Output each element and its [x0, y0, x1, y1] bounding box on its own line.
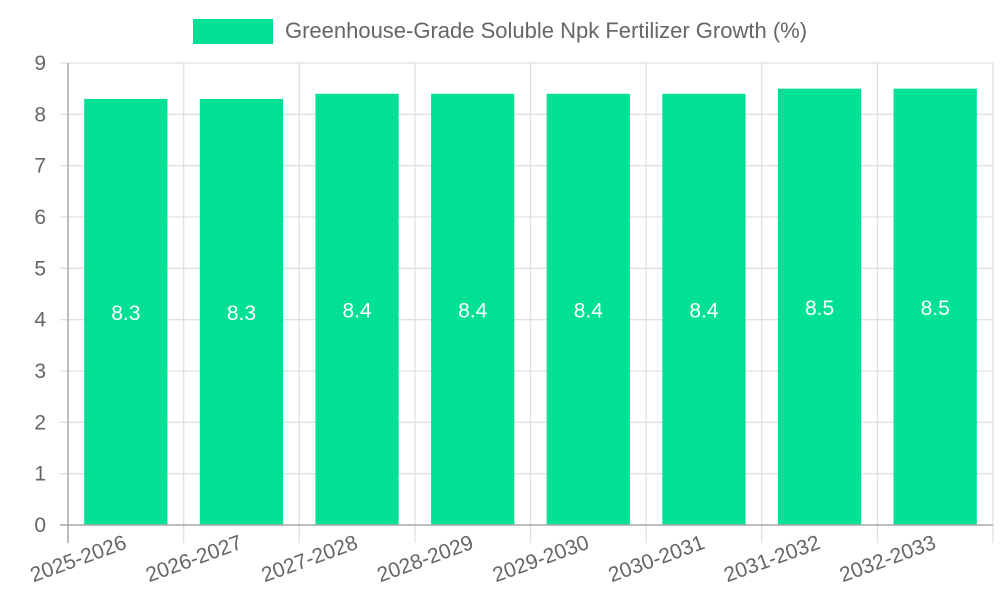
bar[interactable] [662, 93, 746, 526]
x-axis-ticks: 2025-2026 2026-2027 2027-2028 2028-2029 2029… [27, 531, 939, 587]
axes [60, 63, 993, 543]
y-tick-label: 9 [34, 52, 46, 75]
chart-legend[interactable]: Greenhouse-Grade Soluble Npk Fertilizer … [0, 18, 1000, 44]
bar-value-label: 8.5 [921, 297, 950, 320]
y-tick-label: 2 [34, 411, 46, 434]
x-tick-label: 2027-2028 [259, 531, 361, 587]
y-tick-label: 6 [34, 206, 46, 229]
x-tick-label: 2032-2033 [837, 531, 939, 587]
x-tick-label: 2026-2027 [143, 531, 245, 587]
bar[interactable] [893, 88, 977, 526]
bar-value-label: 8.4 [689, 299, 719, 322]
x-tick-label: 2028-2029 [374, 531, 476, 587]
y-tick-label: 1 [34, 463, 46, 486]
bar-value-label: 8.3 [111, 302, 140, 325]
bars: 8.3 8.3 8.4 8.4 8.4 8.4 8.5 8.5 [84, 88, 977, 526]
y-tick-label: 3 [34, 360, 46, 383]
y-tick-label: 5 [34, 257, 46, 280]
bar-value-label: 8.4 [342, 299, 372, 322]
bar[interactable] [777, 88, 862, 526]
bar-value-label: 8.4 [574, 299, 604, 322]
bar[interactable] [199, 98, 284, 525]
bar[interactable] [84, 98, 168, 525]
y-tick-label: 8 [34, 103, 46, 126]
y-tick-label: 4 [34, 309, 46, 332]
bar[interactable] [431, 93, 515, 526]
bar-value-label: 8.5 [805, 297, 834, 320]
legend-swatch [192, 18, 273, 44]
y-axis-ticks: 0 1 2 3 4 5 6 7 8 9 [34, 52, 46, 537]
bar-value-label: 8.4 [458, 299, 488, 322]
x-tick-label: 2025-2026 [27, 531, 129, 587]
y-tick-label: 0 [34, 514, 46, 537]
bar[interactable] [315, 93, 399, 526]
x-tick-label: 2030-2031 [605, 531, 707, 587]
bar-value-label: 8.3 [227, 302, 256, 325]
legend-label: Greenhouse-Grade Soluble Npk Fertilizer … [284, 18, 808, 43]
x-tick-label: 2031-2032 [721, 531, 823, 587]
y-tick-label: 7 [34, 155, 46, 178]
x-tick-label: 2029-2030 [490, 531, 592, 587]
bar[interactable] [546, 93, 630, 526]
